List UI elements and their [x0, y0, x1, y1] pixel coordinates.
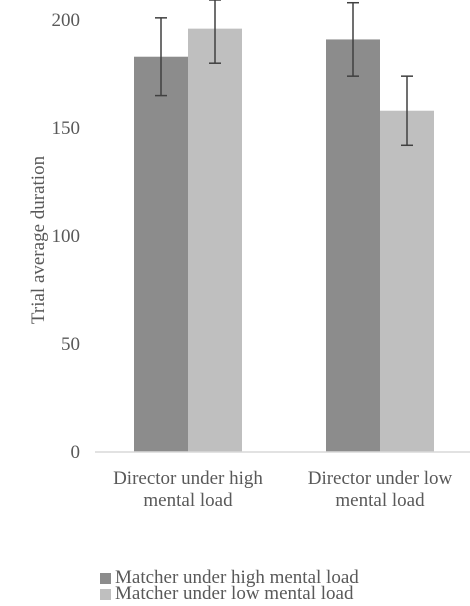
y-tick-label: 50 [61, 334, 80, 355]
x-tick-labels: Director under high mental load Director u… [113, 468, 452, 511]
legend-swatch [100, 588, 111, 600]
bar-matcher-low-2 [380, 110, 434, 452]
legend-swatch [100, 572, 111, 584]
bar-matcher-high-1 [134, 56, 188, 452]
legend-label: Matcher under high mental load [115, 567, 359, 588]
y-tick-label: 200 [52, 10, 81, 31]
bars [134, 28, 434, 452]
x-tick-label: Director under low mental load [308, 468, 453, 511]
y-axis-title-group: Trial average duration [28, 155, 49, 324]
y-tick-labels: 0 50 100 150 200 [52, 10, 81, 463]
legend-entry-matcher-high: Matcher under high mental load [100, 567, 359, 589]
bar-matcher-low-1 [188, 28, 242, 452]
error-bars [155, 0, 413, 147]
bar-matcher-high-2 [326, 39, 380, 452]
legend-label: Matcher under low mental load [115, 583, 354, 604]
legend-entry-matcher-low: Matcher under low mental load [100, 583, 353, 605]
x-tick-label: Director under high mental load [113, 468, 263, 511]
y-tick-label: 150 [52, 118, 81, 139]
y-tick-label: 100 [52, 226, 81, 247]
y-tick-label: 0 [71, 442, 81, 463]
y-axis-title: Trial average duration [28, 155, 49, 324]
